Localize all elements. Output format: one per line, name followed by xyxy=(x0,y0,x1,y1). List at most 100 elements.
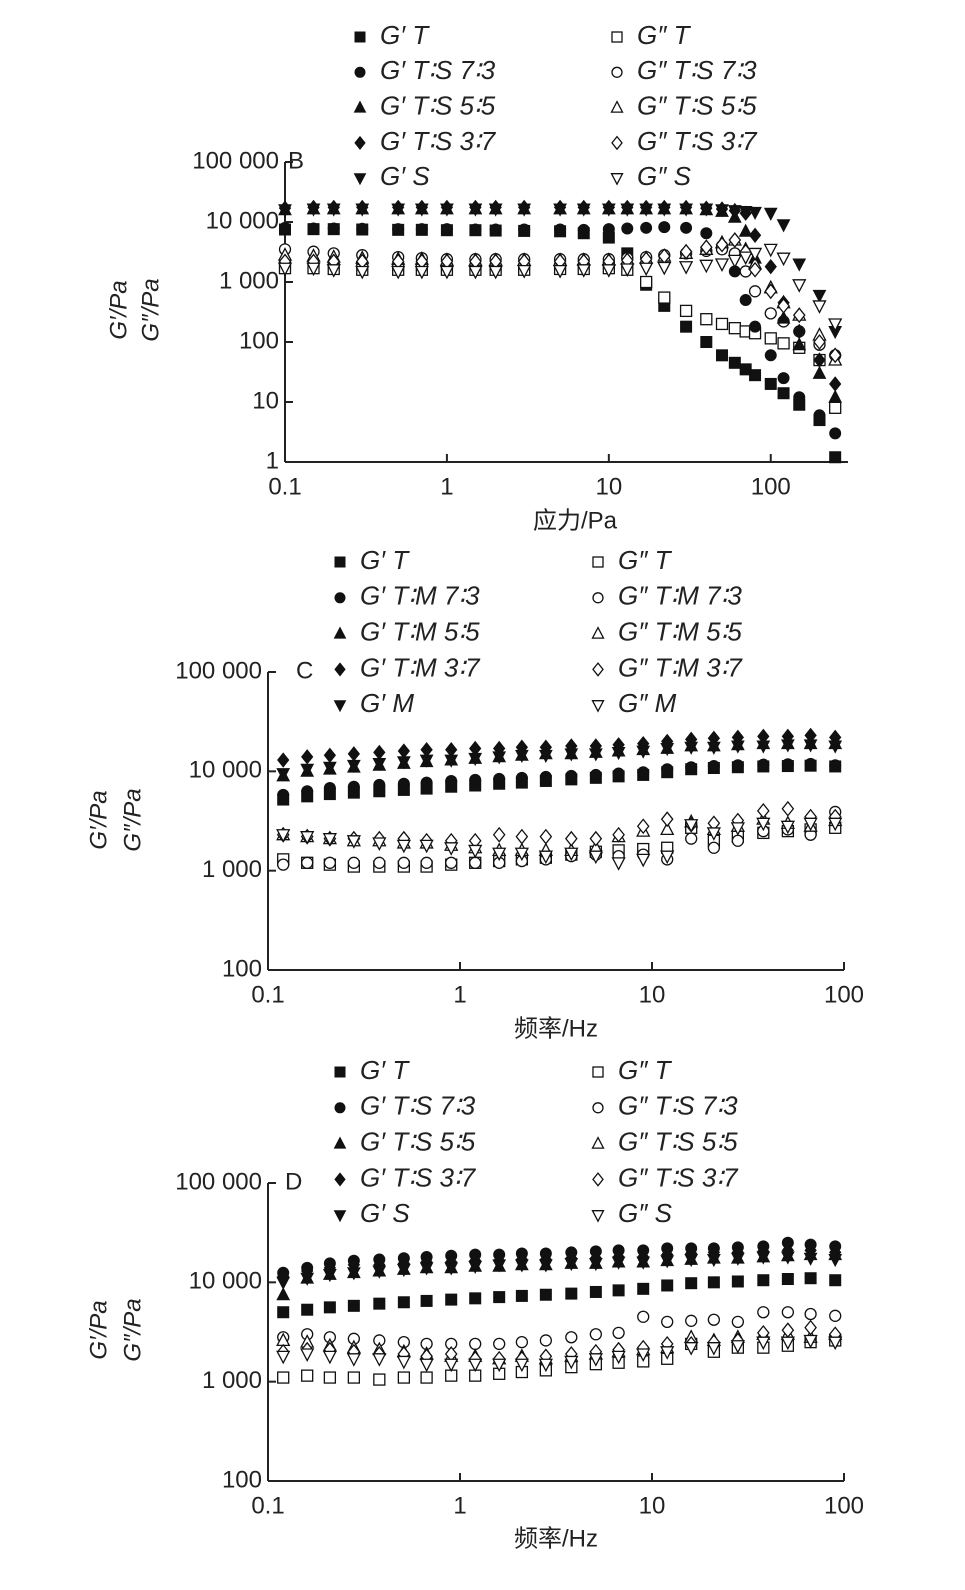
data-point xyxy=(306,262,321,277)
data-point xyxy=(707,841,721,854)
data-point xyxy=(780,820,795,835)
data-point xyxy=(684,1253,699,1268)
data-point xyxy=(684,1342,699,1356)
data-point xyxy=(419,839,434,854)
data-point xyxy=(347,746,360,762)
data-point xyxy=(356,222,369,235)
data-point xyxy=(763,207,778,221)
data-point xyxy=(636,853,651,868)
data-point xyxy=(276,1350,291,1365)
legend-label: G′ S xyxy=(360,1198,410,1228)
x-tick-label: 10 xyxy=(639,1492,666,1519)
y-tick-label: 100 xyxy=(222,955,262,982)
data-point xyxy=(538,1259,553,1273)
data-point xyxy=(373,778,386,791)
data-point xyxy=(749,369,762,382)
legend-marker xyxy=(333,1210,347,1223)
y-tick-label: 1 000 xyxy=(202,856,262,883)
data-point xyxy=(699,239,713,256)
data-point xyxy=(756,817,771,832)
data-point xyxy=(444,1358,459,1373)
data-point xyxy=(680,320,693,333)
data-point xyxy=(660,1346,675,1360)
data-point xyxy=(564,748,579,762)
data-point xyxy=(445,742,458,758)
legend-marker xyxy=(592,1102,604,1114)
data-point xyxy=(300,1348,315,1362)
data-point xyxy=(748,285,762,298)
legend-label: G′ T∶S 5∶5 xyxy=(360,1126,476,1156)
data-point xyxy=(445,1293,458,1306)
legend-marker xyxy=(353,100,367,113)
data-point xyxy=(492,847,507,862)
data-point xyxy=(776,252,791,267)
data-point xyxy=(468,1260,483,1274)
data-point xyxy=(322,761,337,775)
data-point xyxy=(552,264,568,279)
data-point xyxy=(781,800,795,817)
data-point xyxy=(277,1371,290,1384)
data-point xyxy=(727,254,742,269)
data-point xyxy=(277,1306,290,1319)
data-point xyxy=(301,1303,314,1316)
legend-label: G′ T∶M 5∶5 xyxy=(360,616,480,646)
data-point xyxy=(277,752,290,768)
legend-label: G″ T∶S 5∶5 xyxy=(618,1126,738,1156)
data-point xyxy=(657,261,672,276)
data-point xyxy=(748,261,762,278)
y-tick-label: 100 000 xyxy=(175,1168,262,1195)
data-point xyxy=(706,741,721,755)
data-point xyxy=(611,746,626,761)
data-point xyxy=(373,856,386,869)
data-point xyxy=(777,372,790,385)
data-point xyxy=(391,203,406,217)
data-point xyxy=(326,264,341,278)
data-point xyxy=(419,754,434,768)
data-point xyxy=(278,204,292,218)
y-tick-label: 1 xyxy=(266,447,279,474)
data-point xyxy=(488,203,503,217)
data-point xyxy=(727,205,742,219)
data-point xyxy=(764,332,777,345)
data-point xyxy=(419,1358,434,1373)
data-point xyxy=(577,223,590,236)
data-point xyxy=(780,1251,795,1265)
legend-label: G′ M xyxy=(360,688,414,718)
data-point xyxy=(738,223,753,237)
data-point xyxy=(553,203,567,217)
data-point xyxy=(420,1294,433,1307)
data-point xyxy=(728,232,742,248)
y-tick-label: 100 000 xyxy=(192,147,279,174)
legend-marker xyxy=(334,592,346,604)
data-point xyxy=(301,856,314,869)
legend-label: G′ T xyxy=(360,1055,410,1085)
data-point xyxy=(492,1259,507,1273)
data-point xyxy=(679,203,693,217)
data-point xyxy=(514,1259,529,1273)
data-point xyxy=(777,337,790,350)
legend-marker xyxy=(611,31,623,43)
data-point xyxy=(780,739,795,753)
data-point xyxy=(468,1358,483,1373)
legend-marker xyxy=(592,1066,604,1078)
data-point xyxy=(307,222,320,235)
data-point xyxy=(678,261,694,275)
data-point xyxy=(420,1371,433,1384)
data-point xyxy=(707,760,720,773)
data-point xyxy=(445,774,458,787)
data-point xyxy=(706,827,721,841)
data-point xyxy=(699,203,714,217)
data-point xyxy=(636,818,650,835)
data-point xyxy=(757,1274,770,1287)
data-point xyxy=(396,1263,411,1278)
data-point xyxy=(276,1276,291,1291)
data-point xyxy=(612,1326,625,1340)
data-point xyxy=(661,763,674,776)
data-point xyxy=(829,451,842,464)
y-tick-label: 100 000 xyxy=(175,657,262,684)
data-point xyxy=(780,1336,795,1351)
data-point xyxy=(781,758,794,771)
data-point xyxy=(707,1313,721,1326)
data-point xyxy=(468,844,483,859)
